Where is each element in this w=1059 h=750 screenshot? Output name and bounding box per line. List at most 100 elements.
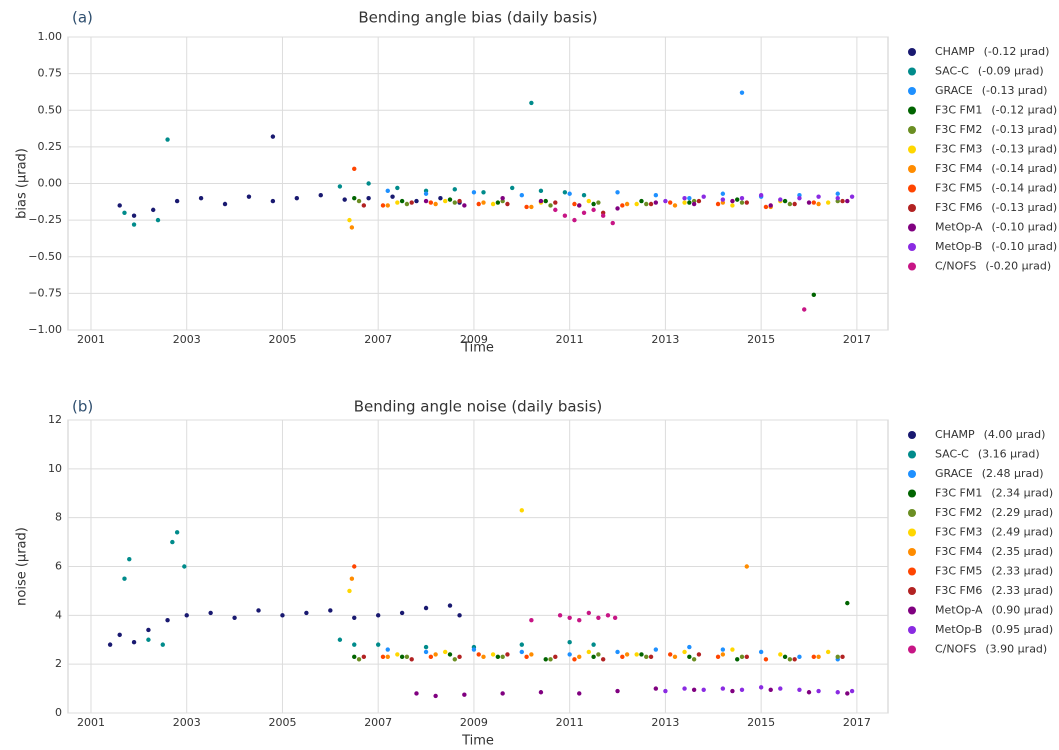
point — [294, 195, 300, 201]
point — [414, 198, 419, 204]
y-tick-label: −1.00 — [28, 323, 62, 336]
x-tick-label: 2003 — [173, 333, 201, 346]
legend-label: CHAMP — [935, 428, 975, 441]
point — [572, 657, 577, 662]
point — [612, 615, 618, 620]
point — [720, 652, 726, 657]
point — [768, 203, 773, 208]
point — [443, 649, 448, 655]
x-tick-label: 2015 — [747, 716, 775, 729]
point — [586, 649, 592, 655]
x-tick-label: 2011 — [556, 333, 584, 346]
legend-note: (-0.09 μrad) — [978, 65, 1044, 78]
legend-marker — [908, 223, 916, 232]
point — [208, 610, 213, 616]
legend-label: F3C FM1 — [935, 487, 982, 500]
legend-marker — [908, 509, 916, 517]
point — [495, 200, 501, 205]
point — [380, 654, 386, 660]
point — [557, 613, 563, 618]
point — [438, 195, 443, 201]
point — [500, 691, 505, 696]
legend-label: F3C FM2 — [935, 123, 982, 136]
point — [610, 220, 615, 226]
point — [715, 201, 721, 207]
point — [577, 691, 582, 696]
point — [399, 610, 405, 616]
point — [122, 210, 127, 215]
point — [349, 576, 355, 581]
x-tick-label: 2003 — [173, 716, 201, 729]
point — [182, 564, 187, 569]
point — [778, 197, 783, 202]
point — [567, 652, 572, 657]
point — [596, 200, 601, 205]
point — [596, 615, 601, 620]
legend-note: (3.16 μrad) — [978, 448, 1040, 461]
point — [639, 198, 644, 204]
point — [476, 201, 481, 207]
point — [117, 203, 122, 208]
legend-note: (2.34 μrad) — [991, 487, 1053, 500]
legend-note: (-0.13 μrad) — [991, 123, 1057, 136]
legend-marker — [908, 606, 916, 615]
legend-label: F3C FM3 — [935, 143, 982, 156]
legend-label: C/NOFS — [935, 260, 976, 273]
x-tick-label: 2005 — [268, 333, 296, 346]
point — [682, 195, 687, 201]
point — [452, 187, 457, 192]
point — [375, 613, 381, 618]
legend-marker — [908, 184, 916, 193]
point — [739, 200, 745, 205]
legend-label: F3C FM6 — [935, 584, 982, 597]
point — [174, 198, 180, 204]
point — [160, 642, 165, 647]
point — [591, 642, 596, 647]
point — [811, 200, 817, 205]
point — [591, 654, 596, 660]
point — [548, 657, 553, 662]
point — [735, 197, 740, 202]
point — [155, 217, 161, 223]
point — [687, 644, 692, 650]
x-tick-label: 2009 — [460, 716, 488, 729]
point — [457, 654, 462, 660]
point — [280, 613, 285, 618]
legend-note: (2.35 μrad) — [991, 545, 1053, 558]
point — [222, 201, 228, 207]
legend-label: CHAMP — [935, 45, 975, 58]
legend-note: (2.49 μrad) — [991, 526, 1053, 539]
point — [739, 195, 745, 201]
point — [802, 307, 807, 312]
y-tick-label: −0.25 — [28, 213, 62, 226]
point — [352, 195, 357, 201]
point — [778, 686, 783, 691]
point — [691, 201, 697, 207]
legend-marker — [908, 126, 916, 134]
point — [399, 654, 405, 660]
panel-label: (a) — [72, 9, 93, 27]
point — [596, 652, 601, 657]
point — [691, 657, 697, 662]
point — [447, 652, 453, 657]
legend-label: F3C FM4 — [935, 545, 982, 558]
point — [586, 198, 592, 204]
point — [782, 198, 788, 204]
point — [653, 200, 659, 205]
point — [849, 194, 855, 199]
y-tick-label: 12 — [48, 413, 62, 426]
point — [849, 688, 855, 694]
legend-label: GRACE — [935, 84, 973, 97]
point — [399, 198, 405, 204]
x-axis-label: Time — [461, 341, 494, 356]
legend-marker — [908, 431, 916, 439]
legend-label: F3C FM5 — [935, 182, 982, 195]
point — [730, 203, 735, 208]
point — [648, 201, 654, 207]
point — [620, 654, 625, 660]
point — [811, 292, 817, 298]
point — [146, 637, 151, 642]
point — [380, 203, 386, 208]
point — [797, 654, 802, 660]
